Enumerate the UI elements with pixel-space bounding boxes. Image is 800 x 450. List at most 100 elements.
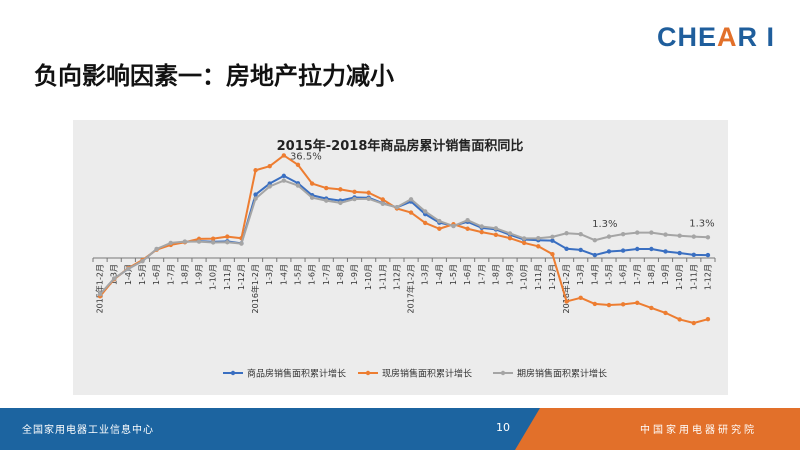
logo-suffix: R I — [737, 22, 776, 52]
x-tick-label: 1-6月 — [619, 264, 628, 285]
data-point-series-2 — [366, 190, 371, 195]
data-point-series-3 — [564, 231, 569, 236]
data-point-series-2 — [677, 317, 682, 322]
data-point-series-3 — [451, 223, 456, 229]
x-tick-label: 2017年1-2月 — [406, 264, 416, 313]
x-tick-label: 1-7月 — [166, 264, 175, 285]
x-tick-label: 2016年1-2月 — [250, 264, 260, 313]
data-point-series-2 — [225, 234, 230, 239]
x-tick-label: 1-3月 — [576, 264, 585, 285]
data-point-series-2 — [338, 187, 343, 192]
x-tick-label: 1-8月 — [491, 264, 500, 285]
data-point-series-3 — [97, 292, 103, 297]
data-point-series-3 — [309, 195, 315, 200]
data-point-series-2 — [210, 236, 216, 241]
x-tick-label: 2015年1-2月 — [95, 264, 105, 313]
data-point-series-1 — [691, 252, 696, 258]
data-point-series-3 — [437, 218, 442, 224]
x-tick-label: 1-7月 — [633, 264, 642, 285]
data-point-series-3 — [620, 231, 626, 237]
data-point-series-2 — [663, 310, 668, 316]
data-point-series-3 — [140, 258, 145, 264]
data-point-series-1 — [663, 249, 668, 254]
x-tick-label: 1-7月 — [477, 264, 486, 285]
x-tick-label: 1-8月 — [180, 264, 189, 285]
page-number: 10 — [496, 421, 510, 434]
data-point-series-2 — [465, 226, 470, 231]
data-point-series-2 — [536, 244, 541, 249]
x-tick-label: 1-5月 — [449, 264, 458, 285]
x-tick-label: 1-10月 — [364, 264, 373, 290]
legend-swatch-marker-1 — [230, 370, 236, 376]
legend-swatch-marker-2 — [365, 370, 371, 376]
x-tick-label: 1-12月 — [237, 264, 246, 290]
data-point-series-3 — [465, 218, 470, 223]
data-label: 1.3% — [689, 218, 714, 229]
data-point-series-2 — [437, 226, 442, 231]
data-point-series-2 — [564, 299, 569, 304]
data-point-series-3 — [352, 196, 357, 202]
data-point-series-3 — [649, 230, 654, 235]
data-point-series-2 — [635, 300, 640, 305]
data-point-series-2 — [408, 210, 414, 215]
data-point-series-2 — [352, 189, 357, 195]
line-chart: 2015年-2018年商品房累计销售面积同比 2015年1-2月 1-3月 1-4月 1… — [92, 138, 716, 380]
data-point-series-1 — [635, 246, 640, 252]
data-point-series-2 — [550, 251, 555, 257]
data-point-series-3 — [267, 184, 272, 189]
x-tick-label: 1-8月 — [647, 264, 656, 285]
logo-prefix: CHE — [657, 22, 718, 52]
data-point-series-2 — [493, 232, 499, 238]
data-point-series-1 — [253, 192, 258, 197]
footer-orange-band — [515, 408, 800, 450]
data-point-series-2 — [649, 305, 654, 311]
x-tick-label: 1-8月 — [336, 264, 345, 285]
data-point-series-3 — [606, 234, 612, 239]
data-point-series-1 — [649, 246, 654, 252]
data-point-series-3 — [691, 234, 696, 239]
data-point-series-2 — [521, 240, 527, 246]
x-tick-label: 1-12月 — [703, 264, 712, 290]
x-tick-label: 1-12月 — [392, 264, 401, 290]
data-point-series-3 — [578, 231, 583, 237]
x-tick-label: 1-9月 — [195, 264, 204, 285]
data-point-series-2 — [295, 162, 301, 168]
data-point-series-3 — [408, 197, 414, 202]
data-point-series-3 — [168, 240, 173, 246]
data-point-series-2 — [620, 302, 626, 307]
x-tick-label: 1-4月 — [279, 264, 288, 285]
x-tick-label: 1-4月 — [590, 264, 599, 285]
data-point-series-3 — [705, 235, 711, 240]
legend-label-3: 期房销售面积累计增长 — [517, 368, 607, 380]
data-point-series-2 — [507, 236, 513, 241]
legend-swatch-marker-3 — [500, 370, 506, 376]
data-point-series-3 — [253, 196, 258, 201]
x-tick-label: 1-5月 — [293, 264, 302, 285]
x-tick-label: 1-11月 — [378, 264, 387, 290]
data-point-series-3 — [663, 232, 668, 237]
data-point-series-1 — [677, 250, 682, 256]
chart-container: 2015年-2018年商品房累计销售面积同比 2015年1-2月 1-3月 1-4月 1… — [73, 120, 728, 395]
data-point-series-3 — [677, 233, 682, 238]
x-tick-label: 1-5月 — [604, 264, 613, 285]
data-point-series-3 — [210, 240, 216, 245]
legend-label-1: 商品房销售面积累计增长 — [247, 368, 346, 380]
data-label: 36.5% — [290, 151, 322, 162]
data-point-series-3 — [394, 204, 400, 210]
data-point-series-3 — [154, 246, 159, 252]
data-point-series-1 — [606, 249, 612, 254]
x-tick-label: 1-9月 — [350, 264, 359, 285]
x-tick-label: 1-11月 — [223, 264, 232, 290]
data-point-series-3 — [536, 236, 541, 241]
data-point-series-3 — [281, 178, 287, 183]
data-point-series-3 — [239, 241, 244, 246]
x-tick-label: 1-6月 — [152, 264, 161, 285]
data-point-series-3 — [479, 224, 484, 229]
x-tick-label: 1-3月 — [110, 264, 119, 285]
footer-bar: 全国家用电器工业信息中心 10 中国家用电器研究院 — [0, 408, 800, 450]
data-point-series-2 — [479, 229, 484, 235]
data-point-series-3 — [550, 234, 555, 240]
chart-title: 2015年-2018年商品房累计销售面积同比 — [277, 138, 524, 154]
data-point-series-1 — [620, 248, 626, 253]
x-tick-label: 1-9月 — [661, 264, 670, 285]
